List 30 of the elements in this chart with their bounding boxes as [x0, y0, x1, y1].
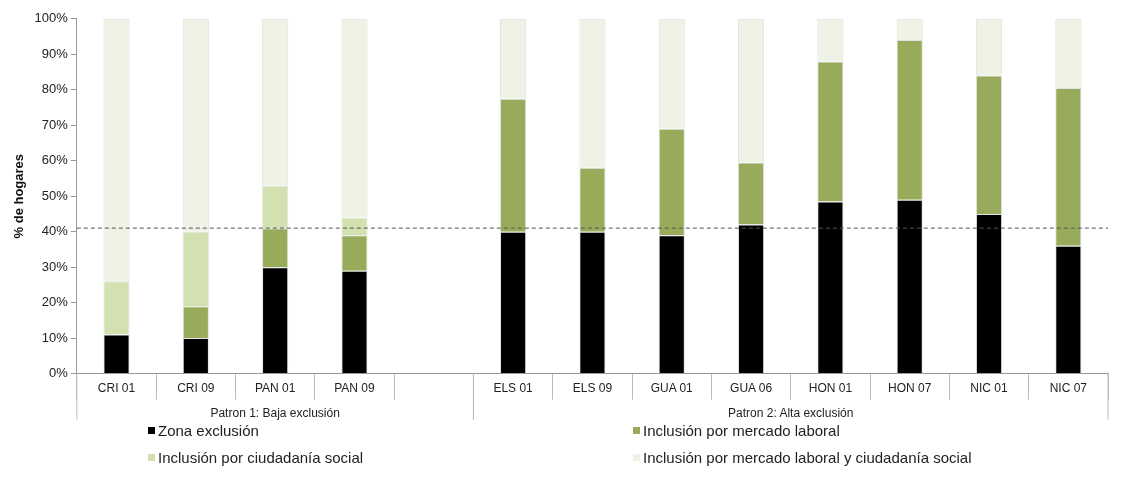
legend-label: Inclusión por ciudadanía social [158, 449, 364, 466]
text: Patron 1: Baja exclusión [210, 405, 340, 420]
legend-label: Inclusión por mercado laboral y ciudadanía social [643, 449, 972, 466]
legend-label: Inclusión por mercado laboral [643, 422, 840, 439]
y-tick-label: 20% [41, 294, 69, 310]
y-tick-label: 0% [49, 365, 69, 381]
y-tick-label: 70% [41, 116, 69, 132]
y-tick-label: 100% [34, 10, 69, 26]
x-tick-label: GUA 01 [650, 381, 694, 396]
x-tick-label: ELS 01 [493, 381, 534, 396]
y-tick-label: 90% [41, 45, 69, 61]
y-tick-label: 30% [41, 258, 69, 274]
legend-label: Zona exclusión [158, 422, 259, 439]
x-tick-label: ELS 09 [572, 381, 613, 396]
x-tick-label: CRI 01 [97, 381, 136, 396]
y-tick-label: 60% [41, 152, 69, 168]
y-tick-label: 50% [41, 187, 69, 203]
text: Patron 2: Alta exclusión [728, 405, 854, 420]
x-tick-label: HON 07 [888, 381, 932, 396]
x-tick-label: HON 01 [808, 381, 853, 396]
x-tick-label: NIC 01 [970, 381, 1009, 396]
x-tick-label: GUA 06 [730, 381, 773, 396]
y-tick-label: 80% [41, 81, 69, 97]
y-axis-title: % de hogares [11, 153, 27, 239]
y-tick-label: 10% [41, 329, 69, 345]
x-tick-label: PAN 09 [334, 381, 376, 396]
x-tick-label: PAN 01 [254, 381, 296, 396]
y-tick-label: 40% [41, 223, 69, 239]
x-tick-label: CRI 09 [177, 381, 215, 396]
x-tick-label: NIC 07 [1049, 381, 1088, 396]
